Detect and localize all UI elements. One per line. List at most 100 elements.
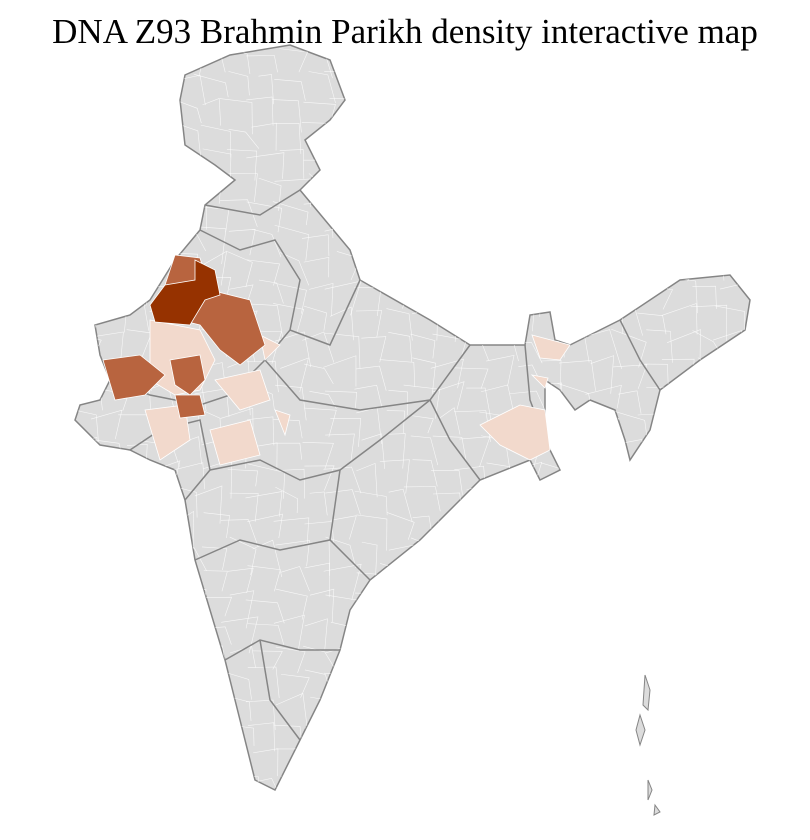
district-boundary bbox=[412, 415, 434, 434]
district-boundary bbox=[147, 69, 181, 101]
district-boundary bbox=[719, 281, 750, 316]
region-high[interactable] bbox=[149, 259, 221, 326]
district-boundary bbox=[646, 489, 674, 523]
district-boundary bbox=[661, 97, 692, 122]
district-boundary bbox=[747, 435, 750, 470]
district-boundary bbox=[219, 98, 253, 135]
district-boundary bbox=[91, 462, 126, 493]
district-boundary bbox=[387, 619, 414, 647]
district-boundary bbox=[559, 721, 593, 750]
district-boundary bbox=[570, 179, 596, 210]
district-boundary bbox=[517, 546, 539, 577]
district-boundary bbox=[454, 730, 492, 748]
region-low[interactable] bbox=[209, 419, 261, 466]
region-low[interactable] bbox=[144, 404, 191, 461]
district-boundary bbox=[126, 81, 151, 107]
district-boundary bbox=[272, 201, 309, 226]
district-boundary bbox=[715, 407, 750, 437]
district-boundary bbox=[275, 384, 307, 421]
district-boundary bbox=[124, 254, 154, 285]
region-low[interactable] bbox=[530, 374, 549, 389]
district-boundary bbox=[252, 650, 283, 670]
district-boundary bbox=[543, 646, 566, 678]
district-boundary bbox=[357, 776, 379, 790]
india-mainland[interactable] bbox=[74, 44, 751, 792]
india-outline[interactable] bbox=[74, 44, 751, 816]
district-boundary bbox=[302, 441, 334, 470]
region-low[interactable] bbox=[274, 409, 291, 437]
district-boundary bbox=[272, 99, 302, 133]
district-boundary bbox=[661, 150, 697, 175]
district-boundary bbox=[431, 567, 455, 602]
district-boundary bbox=[89, 642, 125, 671]
district-boundary bbox=[356, 462, 378, 498]
district-boundary bbox=[696, 47, 718, 82]
district-boundary bbox=[465, 81, 491, 101]
district-boundary bbox=[75, 407, 99, 443]
district-boundary bbox=[485, 49, 514, 81]
district-boundary bbox=[126, 124, 147, 160]
district-boundary bbox=[437, 407, 461, 435]
andaman-nicobar-islands[interactable] bbox=[635, 674, 661, 816]
district-boundary bbox=[127, 485, 146, 520]
district-boundary bbox=[431, 469, 463, 495]
district-boundary bbox=[517, 253, 538, 278]
region-low[interactable] bbox=[479, 404, 551, 461]
district-boundary bbox=[691, 624, 714, 647]
district-boundary bbox=[459, 540, 486, 574]
district-boundary bbox=[745, 251, 750, 289]
district-boundary bbox=[275, 442, 302, 460]
district-boundary bbox=[517, 100, 544, 133]
region-low[interactable] bbox=[214, 369, 271, 411]
district-boundary bbox=[177, 181, 197, 212]
district-boundary bbox=[246, 303, 284, 339]
district-boundary bbox=[454, 615, 492, 642]
district-boundary bbox=[413, 721, 435, 753]
district-boundary bbox=[481, 697, 516, 721]
district-boundary bbox=[75, 254, 97, 290]
district-boundary bbox=[280, 566, 310, 592]
district-boundary bbox=[558, 151, 587, 178]
district-boundary bbox=[202, 250, 227, 286]
district-boundary bbox=[336, 146, 361, 174]
district-boundary bbox=[438, 724, 462, 755]
district-boundary bbox=[432, 172, 462, 211]
district-boundary bbox=[690, 96, 722, 128]
district-boundary bbox=[508, 70, 545, 104]
district-boundary bbox=[245, 599, 285, 624]
district-boundary bbox=[745, 149, 750, 182]
district-boundary bbox=[479, 513, 516, 539]
region-low[interactable] bbox=[531, 334, 571, 361]
district-boundary bbox=[697, 357, 718, 388]
district-boundary bbox=[410, 435, 439, 466]
region-medium[interactable] bbox=[102, 354, 166, 401]
district-boundary bbox=[304, 465, 335, 491]
island bbox=[635, 713, 646, 747]
district-boundary bbox=[411, 251, 441, 288]
state-border bbox=[224, 639, 340, 661]
district-boundary bbox=[509, 277, 542, 317]
district-boundary bbox=[585, 437, 620, 462]
density-regions[interactable] bbox=[102, 254, 571, 466]
district-boundary bbox=[75, 125, 98, 158]
district-boundary bbox=[411, 645, 437, 679]
region-medium[interactable] bbox=[169, 354, 206, 396]
district-boundary bbox=[739, 409, 750, 442]
district-boundary bbox=[75, 623, 102, 642]
district-boundary bbox=[646, 442, 667, 470]
district-boundary bbox=[612, 100, 648, 123]
district-boundary bbox=[375, 753, 407, 775]
district-boundary bbox=[258, 74, 274, 105]
district-boundary bbox=[466, 484, 483, 514]
district-boundary bbox=[432, 537, 458, 570]
district-boundary bbox=[559, 668, 597, 697]
state-border bbox=[619, 319, 661, 391]
district-boundary bbox=[693, 647, 727, 669]
district-boundary bbox=[203, 570, 228, 592]
state-border bbox=[429, 399, 481, 481]
district-boundary bbox=[584, 618, 611, 654]
district-boundary bbox=[229, 645, 256, 668]
district-boundary bbox=[612, 250, 648, 283]
region-medium[interactable] bbox=[174, 394, 206, 419]
